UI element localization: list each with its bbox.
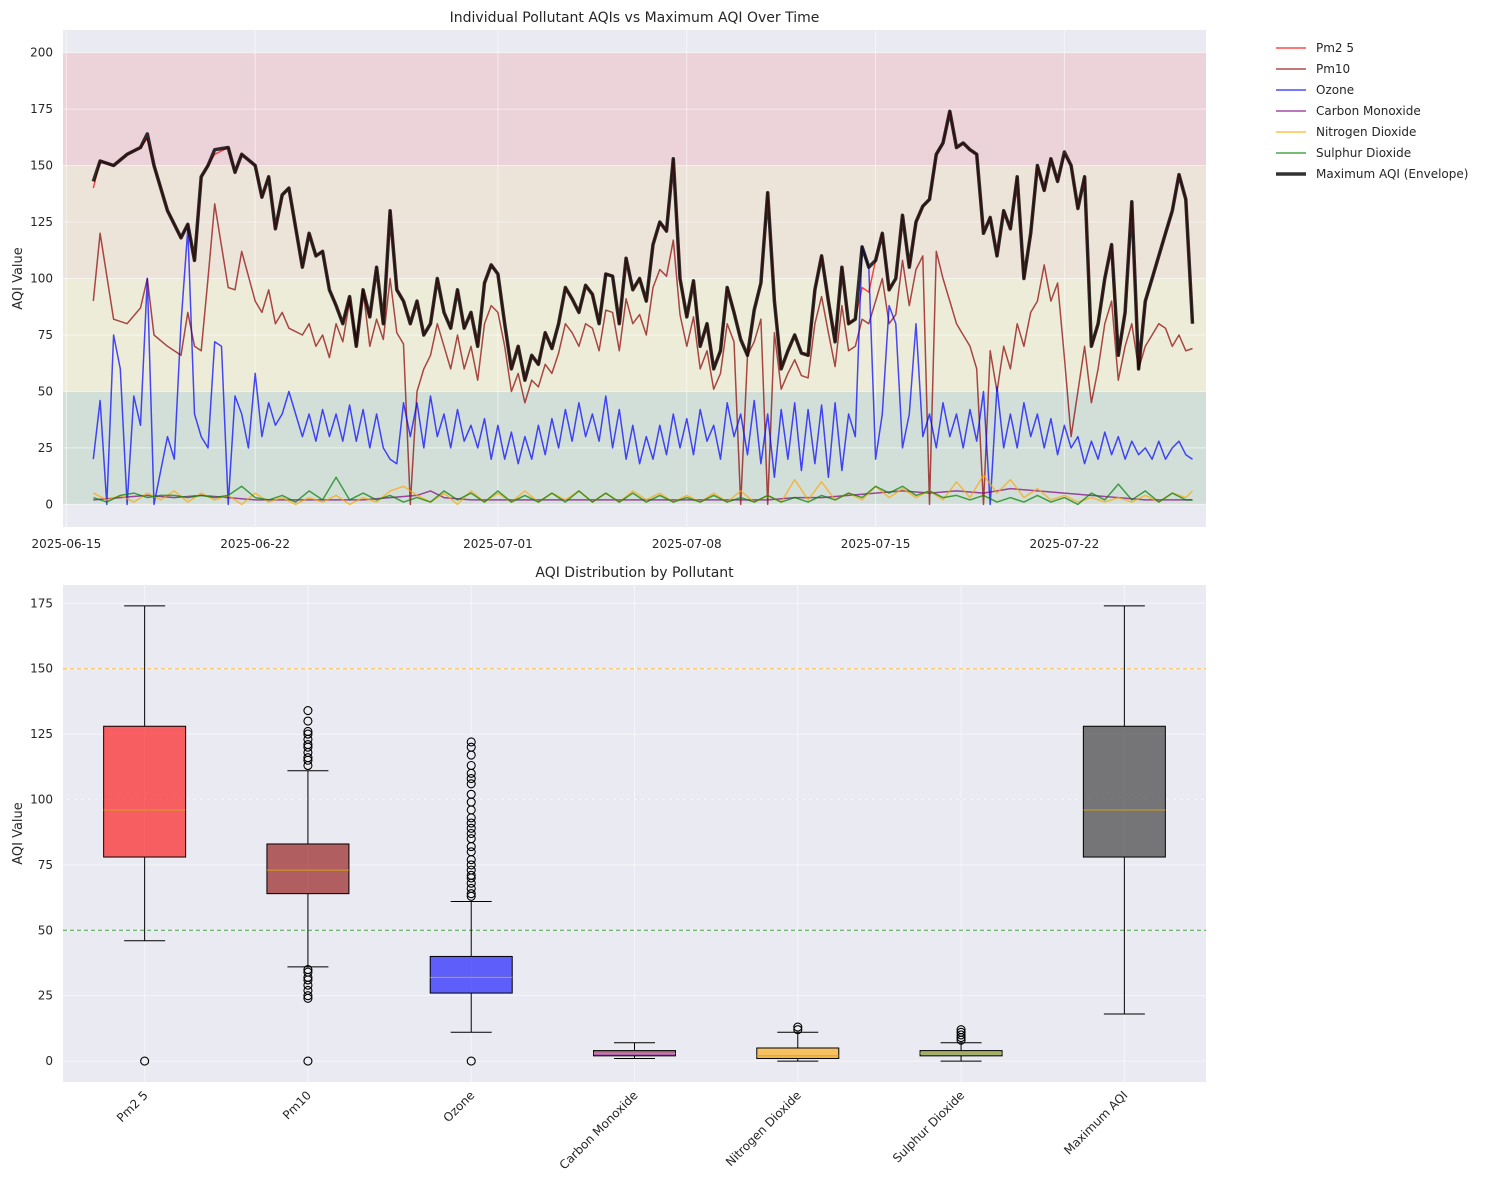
iqr-box-pm10 bbox=[266, 843, 350, 895]
outlier-ozone-6 bbox=[466, 870, 476, 880]
y-tick-label-175: 175 bbox=[30, 596, 53, 610]
outlier-sulphur-dioxide-4 bbox=[956, 1025, 966, 1035]
outlier-pm10-8 bbox=[303, 964, 313, 975]
y-tick-label-0: 0 bbox=[45, 497, 53, 511]
box-pm2-5 bbox=[103, 605, 187, 1066]
y-tick-label-150: 150 bbox=[30, 662, 53, 676]
legend-label-nitrogen-dioxide: Nitrogen Dioxide bbox=[1316, 125, 1416, 139]
outlier-pm10-14 bbox=[303, 740, 313, 750]
iqr-box-ozone bbox=[429, 955, 513, 994]
outlier-pm10-7 bbox=[303, 967, 313, 977]
iqr-box-pm2-5 bbox=[103, 725, 187, 858]
outlier-ozone-2 bbox=[466, 889, 476, 899]
outlier-ozone-19 bbox=[466, 789, 476, 799]
outlier-ozone-3 bbox=[466, 883, 476, 893]
y-tick-label-100: 100 bbox=[30, 792, 53, 806]
box-ozone bbox=[429, 737, 513, 1066]
outlier-pm10-16 bbox=[303, 729, 313, 739]
y-tick-label-75: 75 bbox=[38, 328, 53, 342]
x-tick-label-2025-07-15: 2025-07-15 bbox=[841, 537, 911, 551]
box-plot-y-tick-labels: 0 25 50 75 100 125 150 175 bbox=[30, 596, 53, 1068]
box-plot-title: AQI Distribution by Pollutant bbox=[535, 565, 734, 581]
outlier-ozone-12 bbox=[466, 834, 476, 844]
box-plot-panel: Pm2 5 Pm10 Ozone Carbon Monoxide Nitrogen Di… bbox=[11, 565, 1206, 1172]
legend-label-pm10: Pm10 bbox=[1316, 62, 1350, 76]
outlier-ozone-21 bbox=[466, 774, 476, 784]
outlier-ozone-8 bbox=[466, 860, 476, 870]
box-plot-boxes bbox=[103, 605, 1166, 1066]
y-tick-label-200: 200 bbox=[30, 46, 53, 60]
legend-label-carbon-monoxide: Carbon Monoxide bbox=[1316, 104, 1421, 118]
outlier-sulphur-dioxide-3 bbox=[956, 1027, 966, 1037]
outlier-ozone-13 bbox=[466, 828, 476, 839]
time-series-y-tick-labels: 0 25 50 75 100 125 150 175 200 bbox=[30, 46, 53, 512]
y-tick-label-150: 150 bbox=[30, 159, 53, 173]
box-plot-reference-lines bbox=[63, 668, 1206, 931]
outlier-ozone-23 bbox=[466, 760, 476, 771]
outlier-pm10-0 bbox=[303, 1056, 313, 1066]
time-series-y-axis-label: AQI Value bbox=[11, 247, 26, 310]
outlier-pm10-17 bbox=[303, 726, 313, 737]
time-series-x-tick-labels: 2025-06-15 2025-06-22 2025-07-01 2025-07-08… bbox=[31, 537, 1099, 551]
outlier-ozone-14 bbox=[466, 823, 476, 833]
series-line-nitrogen-dioxide bbox=[92, 474, 1194, 506]
outlier-ozone-10 bbox=[466, 847, 476, 857]
y-tick-label-175: 175 bbox=[30, 102, 53, 116]
series-line-maximum-aqi-envelope bbox=[91, 109, 1195, 382]
x-tick-label-2025-06-15: 2025-06-15 bbox=[31, 537, 101, 551]
outlier-pm10-2 bbox=[303, 991, 313, 1001]
series-line-sulphur-dioxide bbox=[93, 476, 1193, 506]
outlier-pm10-3 bbox=[303, 985, 313, 995]
box-carbon-monoxide bbox=[593, 1042, 676, 1059]
outlier-ozone-15 bbox=[466, 818, 476, 828]
time-series-legend: Pm2 5 Pm10 Ozone Carbon Monoxide Nitrogen Di… bbox=[1276, 41, 1468, 181]
series-line-pm10 bbox=[92, 203, 1193, 506]
legend-label-maximum-aqi-envelope: Maximum AQI (Envelope) bbox=[1316, 167, 1468, 181]
time-series-panel: 2025-06-15 2025-06-22 2025-07-01 2025-07-08… bbox=[11, 10, 1468, 551]
y-tick-label-125: 125 bbox=[30, 727, 53, 741]
y-tick-label-75: 75 bbox=[38, 858, 53, 872]
outlier-pm2-5-0 bbox=[140, 1056, 150, 1066]
outlier-pm10-11 bbox=[303, 753, 313, 763]
x-tick-label-2025-06-22: 2025-06-22 bbox=[220, 537, 290, 551]
y-tick-label-25: 25 bbox=[38, 989, 53, 1003]
box-plot-y-axis-label: AQI Value bbox=[11, 802, 26, 865]
y-tick-label-50: 50 bbox=[38, 923, 53, 937]
legend-label-ozone: Ozone bbox=[1316, 83, 1354, 97]
x-tick-label-2025-07-22: 2025-07-22 bbox=[1030, 537, 1100, 551]
box-sulphur-dioxide bbox=[919, 1025, 1003, 1062]
y-tick-label-100: 100 bbox=[30, 272, 53, 286]
y-tick-label-25: 25 bbox=[38, 441, 53, 455]
outlier-sulphur-dioxide-2 bbox=[956, 1030, 966, 1040]
time-series-title: Individual Pollutant AQIs vs Maximum AQI… bbox=[450, 10, 820, 26]
outlier-ozone-20 bbox=[466, 779, 476, 789]
box-maximum-aqi bbox=[1082, 605, 1166, 1015]
outlier-pm10-19 bbox=[303, 706, 313, 716]
outlier-nitrogen-dioxide-1 bbox=[793, 1022, 803, 1032]
legend-label-sulphur-dioxide: Sulphur Dioxide bbox=[1316, 146, 1411, 160]
iqr-box-nitrogen-dioxide bbox=[756, 1047, 840, 1059]
outlier-nitrogen-dioxide-0 bbox=[793, 1025, 803, 1035]
time-series-lines bbox=[91, 109, 1195, 506]
iqr-box-maximum-aqi bbox=[1082, 725, 1166, 858]
outlier-pm10-18 bbox=[303, 716, 313, 726]
outlier-ozone-26 bbox=[466, 737, 476, 747]
legend-label-pm2-5: Pm2 5 bbox=[1316, 41, 1354, 55]
outlier-ozone-7 bbox=[466, 865, 476, 875]
series-line-ozone bbox=[92, 228, 1193, 506]
box-pm10 bbox=[266, 706, 350, 1066]
box-nitrogen-dioxide bbox=[756, 1022, 840, 1062]
outlier-ozone-0 bbox=[466, 1056, 476, 1066]
y-tick-label-0: 0 bbox=[45, 1054, 53, 1068]
x-tick-label-2025-07-08: 2025-07-08 bbox=[652, 537, 722, 551]
series-line-carbon-monoxide bbox=[93, 487, 1193, 501]
outlier-ozone-25 bbox=[466, 742, 476, 752]
y-tick-label-50: 50 bbox=[38, 384, 53, 398]
x-tick-label-2025-07-01: 2025-07-01 bbox=[463, 537, 533, 551]
y-tick-label-125: 125 bbox=[30, 215, 53, 229]
